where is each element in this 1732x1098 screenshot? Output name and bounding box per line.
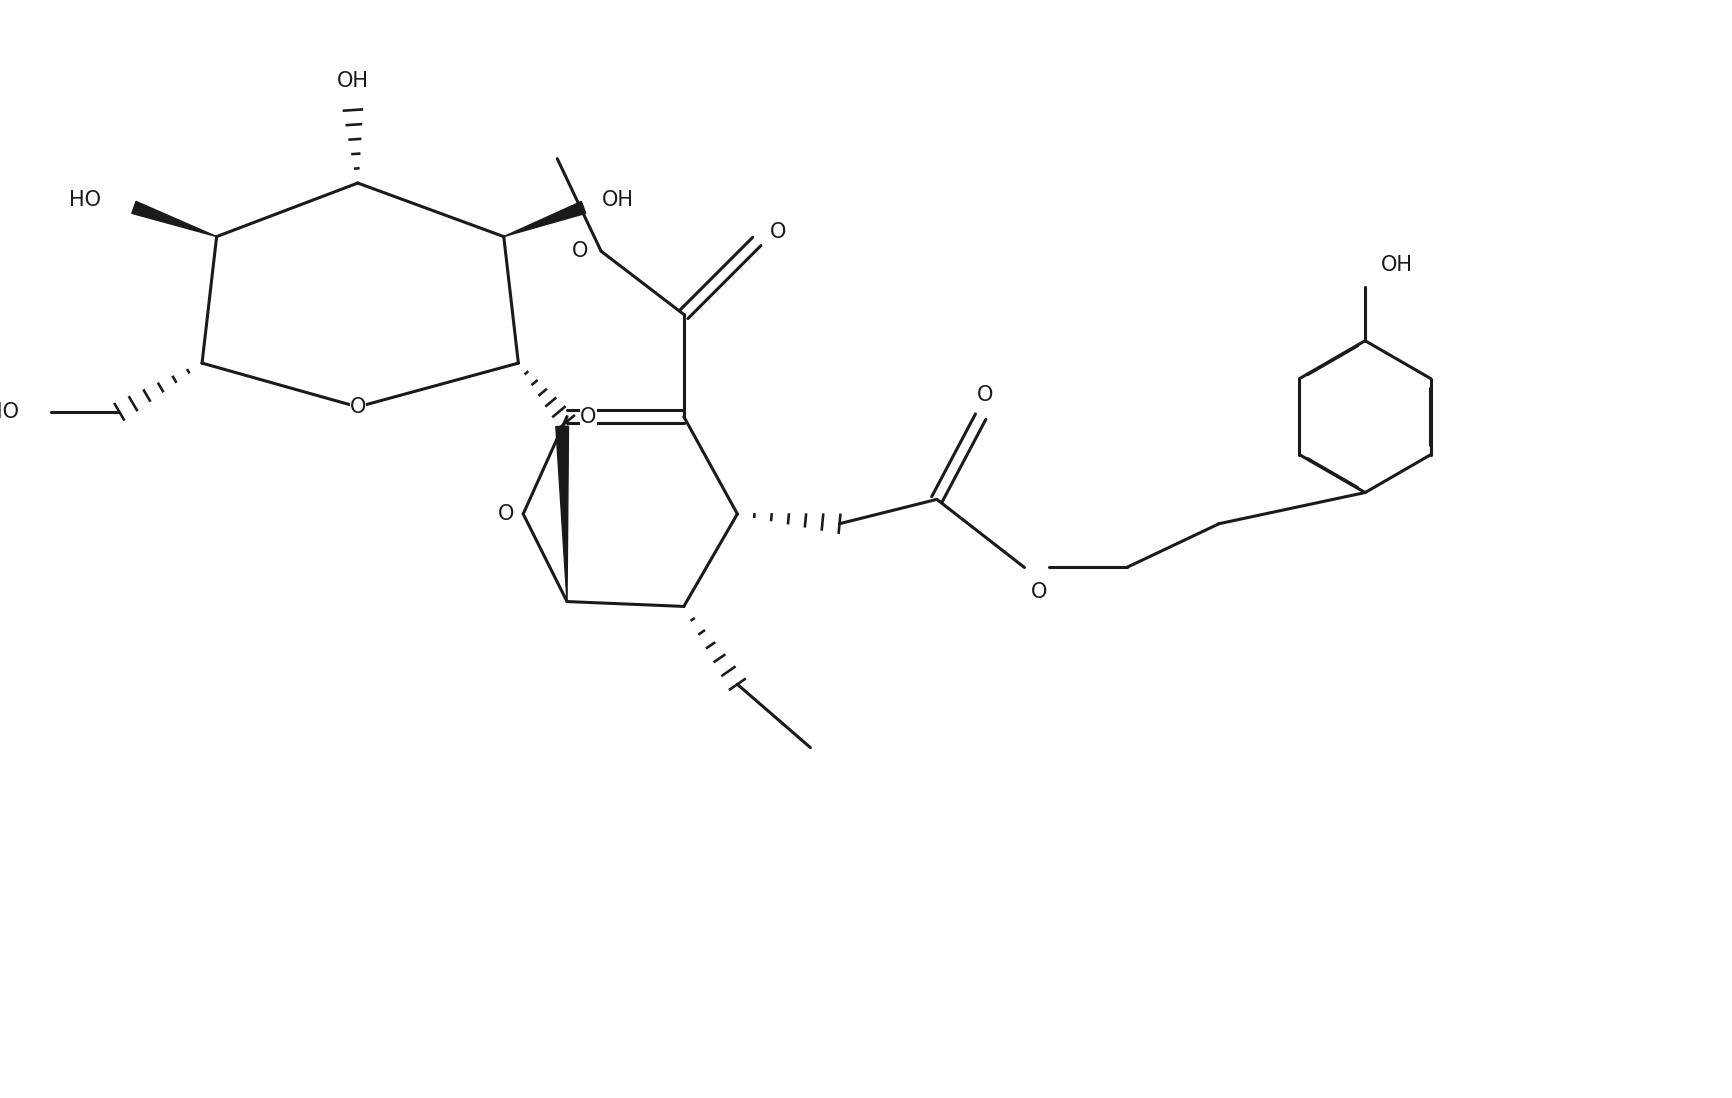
Text: O: O	[572, 242, 587, 261]
Text: OH: OH	[1380, 255, 1412, 274]
Text: O: O	[497, 504, 514, 524]
Polygon shape	[556, 426, 568, 602]
Text: HO: HO	[0, 402, 19, 422]
Polygon shape	[132, 201, 216, 236]
Text: OH: OH	[336, 71, 369, 91]
Text: OH: OH	[601, 190, 634, 210]
Text: O: O	[769, 222, 786, 242]
Text: O: O	[1031, 582, 1046, 602]
Polygon shape	[504, 201, 585, 236]
Text: O: O	[350, 396, 365, 417]
Text: O: O	[580, 406, 596, 427]
Text: HO: HO	[69, 190, 100, 210]
Text: O: O	[977, 385, 992, 405]
